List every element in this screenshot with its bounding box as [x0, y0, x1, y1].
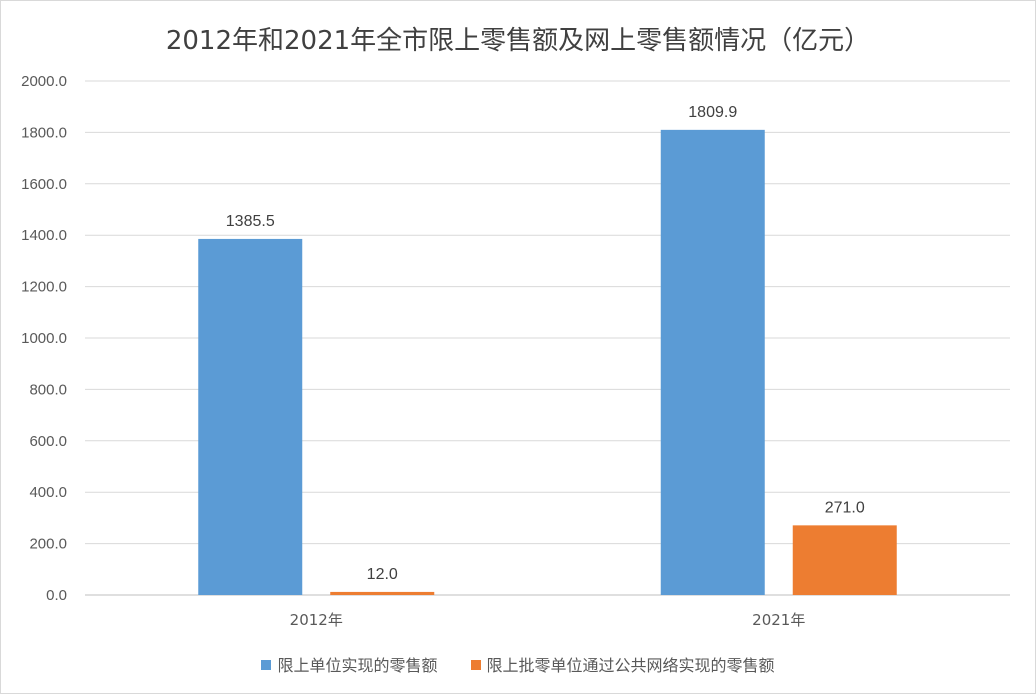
chart-title: 2012年和2021年全市限上零售额及网上零售额情况（亿元） — [165, 26, 871, 56]
y-tick-label: 1400.0 — [21, 227, 67, 244]
y-tick-label: 0.0 — [46, 587, 67, 604]
y-tick-label: 1000.0 — [21, 330, 67, 347]
y-tick-label: 1800.0 — [21, 124, 67, 141]
y-tick-label: 800.0 — [29, 381, 67, 398]
y-tick-label: 1600.0 — [21, 176, 67, 193]
legend-label-series-2: 限上批零单位通过公共网络实现的零售额 — [486, 656, 775, 675]
legend: 限上单位实现的零售额 限上批零单位通过公共网络实现的零售额 — [0, 652, 1036, 676]
x-category-label: 2021年 — [752, 611, 805, 629]
bar-series-1-1 — [198, 238, 303, 595]
x-category-label: 2012年 — [290, 611, 343, 629]
y-tick-label: 200.0 — [29, 536, 67, 553]
y-tick-label: 1200.0 — [21, 279, 67, 296]
data-label: 1385.5 — [226, 213, 275, 230]
y-tick-label: 400.0 — [29, 484, 67, 501]
y-tick-label: 600.0 — [29, 433, 67, 450]
bar-series-2-2 — [792, 525, 897, 595]
legend-swatch-series-1 — [261, 660, 272, 670]
data-label: 1809.9 — [688, 104, 737, 121]
bar-series-1-2 — [660, 129, 765, 595]
legend-item-series-1: 限上单位实现的零售额 — [261, 652, 437, 676]
bar-series-2-1 — [330, 591, 435, 595]
data-label: 271.0 — [825, 499, 865, 516]
legend-label-series-1: 限上单位实现的零售额 — [277, 656, 438, 675]
data-label: 12.0 — [367, 566, 398, 583]
y-tick-label: 2000.0 — [21, 73, 67, 90]
legend-swatch-series-2 — [470, 660, 481, 670]
legend-item-series-2: 限上批零单位通过公共网络实现的零售额 — [470, 652, 775, 676]
